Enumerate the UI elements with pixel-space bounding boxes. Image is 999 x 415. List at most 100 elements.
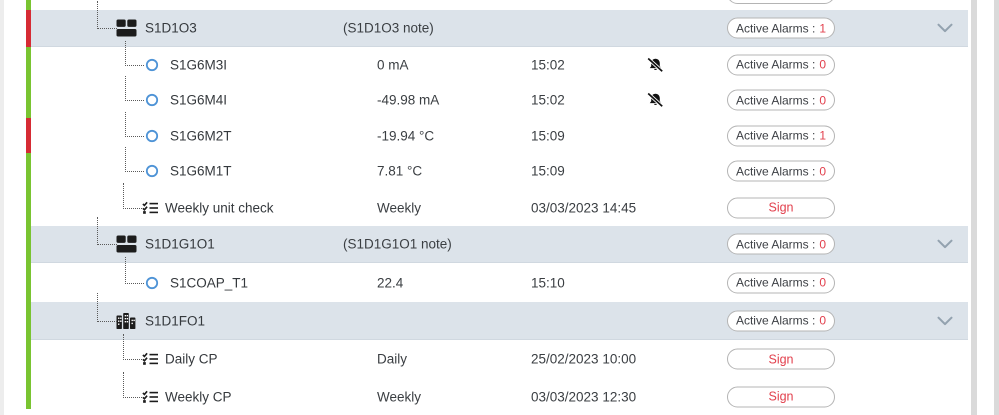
status-segment-green: [26, 226, 31, 263]
status-segment-green: [26, 153, 31, 189]
active-alarms-badge[interactable]: Active Alarms :0: [727, 310, 835, 331]
sensor-row-s1g6m4i[interactable]: S1G6M4I -49.98 mA 15:02 Active Alarms :0: [31, 76, 968, 118]
badge-prefix: Active Alarms :: [735, 128, 816, 143]
chevron-down-icon[interactable]: [937, 239, 953, 249]
active-alarms-badge[interactable]: Active Alarms :0: [727, 233, 835, 255]
badge-prefix: Active Alarms :: [735, 93, 816, 107]
bell-slash-icon[interactable]: [646, 92, 664, 108]
badge-count: 0: [819, 93, 827, 107]
group-row-s1d1o3[interactable]: S1D1O3 (S1D1O3 note) Active Alarms :1: [31, 1, 968, 47]
row-note: (S1D1O3 note): [343, 20, 434, 36]
tree-connector: [125, 41, 144, 66]
clipped-row: [31, 0, 968, 10]
badge-count: 0: [819, 237, 827, 251]
sign-button[interactable]: Sign: [727, 348, 835, 370]
badge-prefix: Active Alarms :: [735, 275, 816, 290]
task-row-weekly-cp[interactable]: Weekly CP Weekly 03/03/2023 12:30 Sign: [31, 372, 968, 415]
group-row-s1d1fo1[interactable]: S1D1FO1 Active Alarms :0: [31, 293, 968, 340]
row-timestamp: 15:09: [531, 128, 565, 143]
task-row-weekly-unit-check[interactable]: Weekly unit check Weekly 03/03/2023 14:45 S…: [31, 183, 968, 226]
row-timestamp: 15:09: [531, 163, 565, 179]
row-value: -49.98 mA: [377, 92, 440, 108]
active-alarms-badge[interactable]: Active Alarms :0: [727, 89, 835, 111]
row-label: S1D1O3: [145, 20, 197, 36]
panel-left-border: [0, 0, 4, 415]
row-timestamp: 03/03/2023 14:45: [531, 200, 637, 215]
checklist-icon: [142, 390, 159, 404]
active-alarms-badge[interactable]: Active Alarms :0: [727, 54, 835, 75]
circle-status-icon: [145, 276, 159, 290]
row-value: Weekly: [377, 200, 422, 215]
status-bar: [26, 0, 31, 409]
city-icon: [116, 312, 136, 329]
clipped-badge[interactable]: [727, 0, 835, 4]
task-row-daily-cp[interactable]: Daily CP Daily 25/02/2023 10:00 Sign: [31, 334, 968, 378]
chevron-down-icon[interactable]: [937, 23, 953, 33]
circle-status-icon: [145, 164, 159, 178]
tree-rows: S1D1O3 (S1D1O3 note) Active Alarms :1 S1G6M…: [31, 0, 968, 415]
status-segment-green: [26, 189, 31, 226]
checklist-icon: [142, 201, 159, 215]
badge-prefix: Active Alarms :: [735, 21, 816, 35]
row-label: S1G6M1T: [170, 163, 232, 179]
circle-status-icon: [145, 93, 159, 107]
checklist-icon: [142, 352, 159, 366]
status-segment-red: [26, 118, 31, 153]
badge-count: 1: [819, 21, 827, 35]
tree-connector: [125, 257, 144, 284]
tree-connector: [97, 217, 117, 245]
row-label: Weekly unit check: [165, 200, 274, 215]
badge-count: 0: [819, 164, 827, 178]
sensor-row-s1g6m1t[interactable]: S1G6M1T 7.81 °C 15:09 Active Alarms :0: [31, 147, 968, 189]
sign-button[interactable]: Sign: [727, 386, 835, 407]
bell-slash-icon[interactable]: [646, 57, 664, 72]
row-label: S1COAP_T1: [170, 275, 249, 290]
status-segment-red: [26, 10, 31, 47]
row-timestamp: 15:02: [531, 57, 565, 72]
row-label: S1D1G1O1: [145, 236, 215, 252]
outer-scrollbar[interactable]: [994, 0, 999, 415]
status-segment-green: [26, 302, 31, 340]
sign-button-label: Sign: [768, 352, 794, 366]
badge-prefix: Active Alarms :: [735, 164, 816, 178]
tree-connector: [123, 372, 142, 398]
row-value: 22.4: [377, 275, 404, 290]
row-label: S1G6M3I: [170, 57, 228, 72]
tree-connector: [125, 147, 144, 172]
row-label: S1G6M2T: [170, 128, 232, 143]
circle-status-icon: [145, 129, 159, 143]
active-alarms-badge[interactable]: Active Alarms :0: [727, 272, 835, 293]
unit-stack-icon: [116, 235, 137, 253]
chevron-down-icon[interactable]: [937, 316, 953, 325]
sensor-row-s1g6m3i[interactable]: S1G6M3I 0 mA 15:02 Active Alarms :0: [31, 41, 968, 82]
row-value: Weekly: [377, 389, 422, 404]
active-alarms-badge[interactable]: Active Alarms :1: [727, 17, 835, 39]
row-note: (S1D1G1O1 note): [343, 236, 452, 252]
row-label: S1D1FO1: [145, 313, 206, 328]
row-timestamp: 03/03/2023 12:30: [531, 389, 637, 404]
sensor-row-s1g6m2t[interactable]: S1G6M2T -19.94 °C 15:09 Active Alarms :1: [31, 112, 968, 153]
row-value: Daily: [377, 351, 408, 367]
row-value: 0 mA: [377, 57, 409, 72]
tree-connector: [97, 1, 117, 29]
badge-prefix: Active Alarms :: [735, 237, 816, 251]
row-timestamp: 15:10: [531, 275, 565, 290]
row-label: Daily CP: [165, 351, 218, 367]
inner-scrollbar[interactable]: [971, 0, 977, 415]
badge-count: 0: [819, 57, 827, 72]
badge-count: 0: [819, 275, 827, 290]
group-row-s1d1g1o1[interactable]: S1D1G1O1 (S1D1G1O1 note) Active Alarms :0: [31, 217, 968, 263]
circle-status-icon: [145, 58, 159, 72]
row-timestamp: 25/02/2023 10:00: [531, 351, 637, 367]
row-timestamp: 15:02: [531, 92, 565, 108]
badge-prefix: Active Alarms :: [735, 57, 816, 72]
sensor-row-s1coap-t1[interactable]: S1COAP_T1 22.4 15:10 Active Alarms :0: [31, 257, 968, 302]
status-segment-green: [26, 47, 31, 82]
status-segment-green: [26, 0, 31, 10]
active-alarms-badge[interactable]: Active Alarms :1: [727, 125, 835, 146]
active-alarms-badge[interactable]: Active Alarms :0: [727, 160, 835, 182]
badge-prefix: Active Alarms :: [735, 313, 816, 328]
row-value: 7.81 °C: [377, 163, 423, 179]
sign-button[interactable]: Sign: [727, 197, 835, 218]
badge-count: 1: [819, 128, 827, 143]
